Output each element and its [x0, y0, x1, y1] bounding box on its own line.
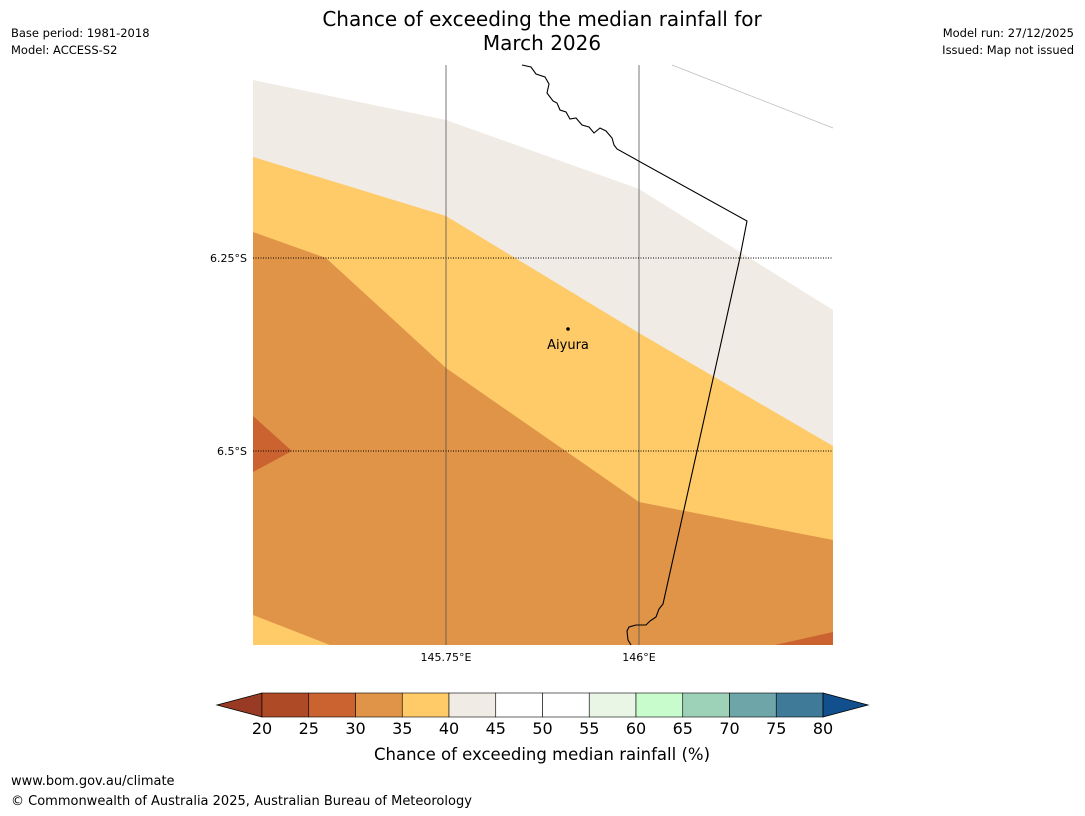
model-run-text: Model run: 27/12/2025	[942, 26, 1074, 40]
colorbar-cells	[261, 692, 824, 718]
lat-label-6-5: 6.5°S	[217, 445, 247, 458]
colorbar-tick-label: 20	[251, 719, 273, 738]
colorbar-cell	[401, 692, 450, 718]
lat-label-6-25: 6.25°S	[210, 252, 247, 265]
province-border	[521, 64, 748, 646]
colorbar-cell	[682, 692, 730, 718]
colorbar-tick-label: 60	[625, 719, 647, 738]
lon-label-146: 146°E	[622, 651, 655, 664]
rainfall-map: Aiyura 6.25°S 6.5°S 145.75°E 146°E	[210, 64, 834, 664]
colorbar	[215, 692, 870, 718]
meta-left: Base period: 1981-2018 Model: ACCESS-S2	[11, 25, 150, 59]
colorbar-over-arrow	[822, 692, 870, 718]
meta-right: Model run: 27/12/2025 Issued: Map not is…	[942, 25, 1074, 59]
dark-orange-corner-25-30	[775, 632, 833, 645]
issued-text: Issued: Map not issued	[942, 43, 1074, 57]
colorbar-tick-label: 40	[438, 719, 460, 738]
model-text: Model: ACCESS-S2	[11, 43, 118, 57]
map-title: Chance of exceeding the median rainfall …	[242, 7, 842, 55]
colorbar-cell	[495, 692, 543, 718]
map-title-line2: March 2026	[482, 31, 602, 55]
colorbar-tick-label: 45	[485, 719, 506, 738]
orange-region-30-35	[253, 232, 833, 645]
faint-coast-line	[671, 64, 834, 129]
colorbar-ticks: 20 25 30 35 40 45 50 55 60 65 70 75 80	[0, 719, 1085, 741]
colorbar-cell	[729, 692, 777, 718]
colorbar-cell	[588, 692, 637, 718]
colorbar-cell	[261, 692, 310, 718]
colorbar-tick-label: 25	[298, 719, 319, 738]
colorbar-cell	[635, 692, 684, 718]
colorbar-cell	[448, 692, 497, 718]
colorbar-tick-label: 55	[579, 719, 600, 738]
footer-url: www.bom.gov.au/climate	[11, 774, 175, 789]
colorbar-tick-label: 35	[392, 719, 413, 738]
colorbar-cell	[308, 692, 356, 718]
colorbar-under-arrow	[215, 692, 263, 718]
footer-copyright: © Commonwealth of Australia 2025, Austra…	[11, 794, 472, 809]
yellow-corner-35-40	[253, 615, 330, 645]
colorbar-tick-label: 75	[766, 719, 787, 738]
colorbar-cell	[355, 692, 403, 718]
dark-orange-patch-25-30	[253, 416, 292, 472]
colorbar-tick-label: 70	[719, 719, 740, 738]
colorbar-tick-label: 80	[812, 719, 834, 738]
base-period-text: Base period: 1981-2018	[11, 26, 150, 40]
map-title-line1: Chance of exceeding the median rainfall …	[322, 7, 762, 31]
lon-label-145-75: 145.75°E	[421, 651, 472, 664]
aiyura-marker	[566, 327, 570, 331]
colorbar-tick-label: 30	[345, 719, 366, 738]
colorbar-label: Chance of exceeding median rainfall (%)	[373, 745, 711, 764]
colorbar-cell	[775, 692, 824, 718]
town-label: Aiyura	[547, 338, 589, 353]
colorbar-tick-label: 50	[532, 719, 553, 738]
colorbar-tick-label: 65	[672, 719, 693, 738]
colorbar-cell	[542, 692, 590, 718]
